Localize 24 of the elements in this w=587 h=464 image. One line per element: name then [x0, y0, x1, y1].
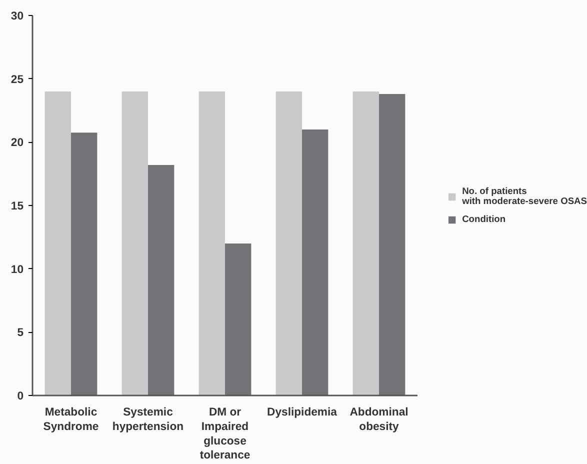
y-tick-label: 30 [10, 10, 24, 22]
x-tick-label: Abdominal obesity [350, 406, 408, 433]
y-tick-label: 20 [10, 137, 24, 150]
legend-label: Condition [462, 214, 506, 224]
bar [198, 92, 225, 396]
bar [148, 164, 174, 396]
bar [44, 92, 71, 396]
y-tick-label: 0 [17, 390, 24, 402]
legend-label: No. of patients with moderate-severe OSAS [462, 186, 587, 206]
x-tick-label: DM or Impaired glucose tolerance [200, 406, 250, 462]
y-tick-label: 15 [10, 200, 24, 212]
bar [379, 94, 406, 396]
y-tick-label: 10 [10, 264, 24, 276]
x-tick-label: Systemic hypertension [112, 406, 184, 433]
bar [302, 130, 328, 396]
bar [71, 132, 98, 396]
bar [122, 92, 148, 396]
bar [276, 92, 302, 396]
x-tick-label: Metabolic Syndrome [43, 406, 99, 433]
y-tick-label: 25 [10, 74, 24, 86]
bar [225, 244, 252, 396]
y-tick-label: 5 [17, 327, 24, 340]
x-tick-label: Dyslipidemia [267, 406, 338, 418]
bar [352, 92, 379, 396]
